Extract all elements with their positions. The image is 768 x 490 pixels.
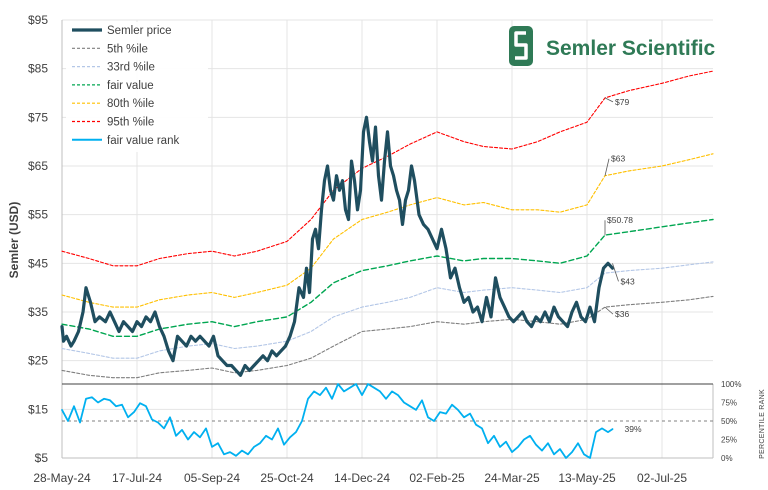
x-tick-label: 25-Oct-24 bbox=[260, 471, 314, 485]
series bbox=[60, 70, 714, 459]
series-95th-ile bbox=[61, 70, 714, 267]
y-axis-title: Semler (USD) bbox=[7, 202, 21, 279]
annotation-label: 39% bbox=[625, 424, 642, 434]
y-tick-label: $75 bbox=[28, 110, 48, 124]
annotation-leader bbox=[604, 97, 614, 103]
y2-tick-label: 75% bbox=[721, 399, 737, 408]
legend-label: 33rd %ile bbox=[107, 62, 155, 74]
y-tick-label: $5 bbox=[35, 451, 49, 465]
y2-tick-label: 100% bbox=[721, 380, 741, 389]
x-tick-label: 05-Sep-24 bbox=[184, 471, 240, 485]
legend: Semler price 5th %ile 33rd %ile fair value 8… bbox=[66, 22, 208, 152]
x-tick-label: 17-Jul-24 bbox=[112, 471, 162, 485]
annotation-leader bbox=[612, 263, 619, 282]
axes: $95 $85 $75 $65 $55 $45 $35 $25 $15 $5 28-May-24 17… bbox=[28, 13, 742, 485]
series-5th-ile bbox=[61, 295, 714, 379]
x-tick-label: 28-May-24 bbox=[33, 471, 91, 485]
annotation-label: $79 bbox=[615, 97, 629, 107]
y-tick-label: $45 bbox=[28, 256, 48, 270]
logo-icon-mark bbox=[514, 31, 528, 60]
annotation-label: $63 bbox=[611, 154, 625, 164]
x-tick-label: 02-Feb-25 bbox=[409, 471, 465, 485]
y-tick-label: $55 bbox=[28, 208, 48, 222]
y2-axis-title: PERCENTILE RANK bbox=[759, 389, 766, 459]
annotation-label: $36 bbox=[615, 309, 629, 319]
series-fair-value bbox=[61, 218, 714, 337]
legend-background bbox=[66, 22, 208, 152]
series-semler-price bbox=[60, 115, 615, 377]
legend-label: 5th %ile bbox=[107, 43, 148, 55]
y2-tick-label: 0% bbox=[721, 454, 733, 463]
legend-label: fair value bbox=[107, 80, 154, 92]
y2-tick-label: 50% bbox=[721, 417, 737, 426]
y-tick-label: $25 bbox=[28, 354, 48, 368]
x-tick-label: 14-Dec-24 bbox=[334, 471, 390, 485]
annotations: $79 $63 $50.78 $43 $36 39% bbox=[604, 97, 642, 434]
series-fair-value-rank bbox=[61, 383, 614, 459]
y-tick-label: $35 bbox=[28, 305, 48, 319]
legend-label: 80th %ile bbox=[107, 98, 154, 110]
series-80th-ile bbox=[61, 153, 714, 308]
legend-label: Semler price bbox=[107, 25, 172, 37]
y-tick-label: $85 bbox=[28, 62, 48, 76]
annotation-leader bbox=[604, 306, 614, 315]
annotation-label: $50.78 bbox=[607, 215, 633, 225]
x-tick-label: 13-May-25 bbox=[558, 471, 616, 485]
x-tick-label: 02-Jul-25 bbox=[637, 471, 687, 485]
series-33rd-ile bbox=[61, 261, 714, 359]
legend-label: 95th %ile bbox=[107, 117, 154, 129]
y-tick-label: $95 bbox=[28, 13, 48, 27]
y-tick-label: $65 bbox=[28, 159, 48, 173]
y-tick-label: $15 bbox=[28, 402, 48, 416]
annotation-leader bbox=[604, 158, 610, 176]
legend-label: fair value rank bbox=[107, 135, 179, 147]
x-tick-label: 24-Mar-25 bbox=[484, 471, 540, 485]
logo-text: Semler Scientific bbox=[546, 37, 716, 60]
semler-logo: Semler Scientific bbox=[509, 26, 716, 66]
annotation-label: $43 bbox=[621, 276, 635, 286]
y2-tick-label: 25% bbox=[721, 436, 737, 445]
